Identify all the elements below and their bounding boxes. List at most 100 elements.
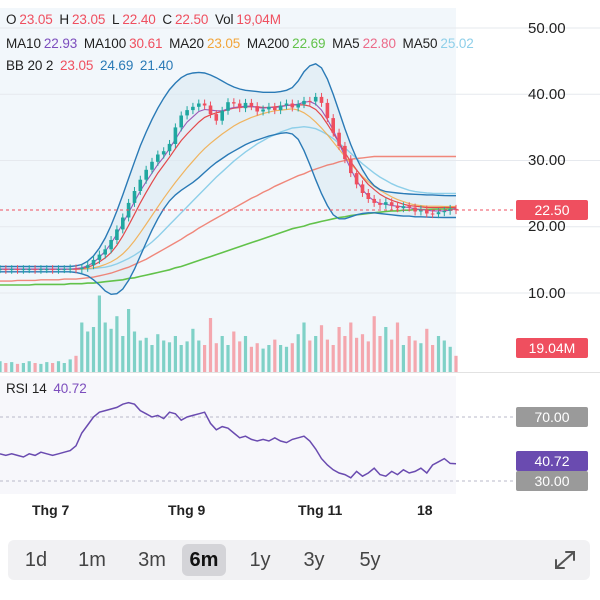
volume-bar-71 [413,340,417,372]
volume-bar-39 [226,345,230,372]
range-1d-button[interactable]: 1d [24,549,48,571]
volume-bar-38 [220,336,224,372]
candle-body-52 [302,100,306,105]
candle-body-7 [39,269,43,271]
candle-body-21 [121,217,125,230]
range-6m-button[interactable]: 6m [182,544,226,576]
volume-bar-6 [33,363,37,372]
volume-bar-46 [267,345,271,372]
candle-body-39 [226,102,230,111]
candle-body-6 [33,269,37,271]
volume-bar-56 [325,339,329,372]
candle-body-33 [191,106,195,111]
volume-bar-19 [109,328,113,372]
candle-body-45 [261,109,265,112]
candle-body-41 [237,103,242,109]
volume-bar-60 [349,322,353,372]
legend-ma20-value: 23.05 [206,36,241,51]
candle-body-61 [354,173,359,185]
y-axis-label-40: 40.00 [528,86,566,103]
volume-bar-40 [232,331,236,372]
volume-bar-69 [401,345,405,372]
legend-ma5-value: 22.80 [362,36,396,51]
volume-bar-36 [208,318,213,372]
chart-area[interactable]: O 23.05 H 23.05 L 22.40 C 22.50 Vol 19,04M MA… [0,0,600,520]
candle-body-28 [161,151,166,155]
y-axis-label-10: 10.00 [528,285,566,302]
candle-body-43 [249,102,254,107]
volume-bar-2 [10,362,14,372]
legend-ma50-label: MA50 [402,36,438,51]
volume-bar-26 [150,345,154,372]
volume-bar-13 [74,355,78,372]
candle-body-13 [74,268,78,270]
volume-bar-4 [21,363,25,372]
volume-bar-64 [372,316,376,372]
expand-icon[interactable] [552,548,578,572]
range-5y-button[interactable]: 5y [359,549,381,571]
volume-bar-41 [238,341,242,372]
candle-body-57 [331,118,335,133]
legend-ma20-label: MA20 [169,36,204,51]
candle-body-2 [9,269,14,271]
range-1m-button[interactable]: 1m [78,549,106,571]
candle-body-30 [173,127,178,144]
volume-bar-16 [91,327,96,372]
ma100-line [0,155,456,282]
volume-bar-77 [448,346,452,372]
volume-bar-54 [314,336,318,372]
legend-bb-upper-value: 24.69 [99,58,134,73]
candle-body-25 [144,169,148,180]
candle-body-8 [45,269,49,271]
volume-bar-43 [249,346,253,372]
range-3y-button[interactable]: 3y [303,549,325,571]
volume-bar-3 [15,363,20,372]
candle-body-54 [313,96,318,102]
y-axis-label-20: 20.00 [528,218,566,235]
legend-open-value: 23.05 [19,12,53,27]
candle-body-49 [284,103,289,106]
x-axis-label-nov: Thg 11 [298,502,343,518]
candle-body-12 [68,268,72,270]
volume-bar-12 [68,359,72,372]
volume-bar-72 [419,343,423,372]
volume-bar-45 [261,348,265,372]
candle-body-35 [202,103,207,106]
candle-body-38 [220,110,224,121]
volume-bar-50 [290,343,294,372]
volume-bar-10 [56,361,61,372]
ma200-line [0,208,456,286]
rsi-30-tag: 30.00 [516,471,588,491]
candle-body-60 [349,159,353,174]
price-chart [0,8,600,482]
volume-bar-18 [103,322,107,372]
x-axis-label-18: 18 [417,502,433,518]
x-axis-label-sep: Thg 9 [168,502,206,518]
volume-bar-32 [185,341,189,372]
rsi-value-tag: 40.72 [516,451,588,471]
legend-ma200-label: MA200 [246,36,290,51]
legend-high-label: H [59,12,70,27]
volume-bar-47 [273,339,277,372]
volume-bar-65 [378,336,382,372]
candle-body-59 [343,145,347,160]
legend-low-value: 22.40 [122,12,156,27]
rsi-70-tag: 70.00 [516,407,588,427]
candle-body-73 [425,209,429,214]
legend-low-label: L [111,12,120,27]
range-3m-button[interactable]: 3m [138,549,166,571]
volume-bar-57 [331,345,335,372]
volume-bar-53 [308,340,312,372]
range-1y-button[interactable]: 1y [249,549,271,571]
candle-body-55 [319,96,324,103]
rsi-line [0,401,457,479]
candle-body-31 [179,115,183,128]
candle-body-44 [255,106,259,112]
candle-body-0 [0,269,2,271]
volume-bar-8 [45,362,49,372]
candle-body-14 [80,267,84,270]
volume-bar-24 [138,340,142,372]
volume-bar-58 [337,327,341,372]
volume-bar-21 [121,336,125,372]
candle-body-67 [389,202,394,206]
